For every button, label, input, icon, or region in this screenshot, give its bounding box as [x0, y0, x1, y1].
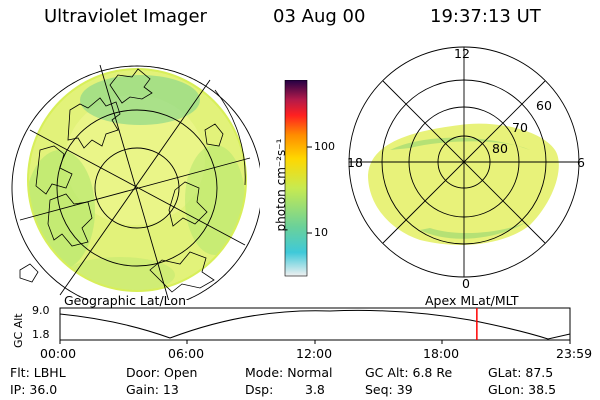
status-seq: Seq: 39: [365, 382, 413, 397]
status-mode: Mode: Normal: [245, 365, 333, 380]
polar-plot: [348, 46, 580, 278]
lat-label-60: 60: [536, 98, 552, 113]
status-dsp-value: 3.8: [305, 382, 325, 397]
status-flt: Flt: LBHL: [10, 365, 66, 380]
geo-grid: [11, 64, 260, 300]
xtick-0600: 06:00: [168, 346, 205, 361]
status-dsp-label: Dsp:: [245, 382, 274, 397]
geographic-map: [11, 64, 260, 300]
geo-caption: Geographic Lat/Lon: [64, 293, 186, 308]
date-label: 03 Aug 00: [273, 6, 366, 27]
status-glon: GLon: 38.5: [488, 382, 557, 397]
time-label: 19:37:13 UT: [430, 6, 541, 27]
lat-label-80: 80: [492, 141, 508, 156]
altitude-ylabel: GC Alt: [12, 313, 25, 348]
lat-label-70: 70: [512, 120, 528, 135]
status-door: Door: Open: [126, 365, 198, 380]
polar-grid: [348, 46, 580, 278]
colorbar-tick-10: 10: [314, 226, 328, 239]
mlt-label-18: 18: [347, 155, 363, 170]
xtick-0000: 00:00: [40, 346, 77, 361]
mlt-label-12: 12: [454, 46, 470, 61]
altitude-ytick-low: 1.8: [32, 328, 50, 341]
polar-auroral-oval: [368, 123, 559, 245]
xtick-2359: 23:59: [556, 346, 593, 361]
colorbar-unit-label: photon cm⁻²s⁻¹: [274, 138, 288, 232]
altitude-ytick-high: 9.0: [32, 304, 50, 317]
status-glat: GLat: 87.5: [488, 365, 554, 380]
altitude-plot: [59, 307, 571, 344]
xtick-1800: 18:00: [423, 346, 460, 361]
altitude-curve: [59, 309, 571, 340]
app-title: Ultraviolet Imager: [44, 6, 207, 27]
xtick-1200: 12:00: [296, 346, 333, 361]
status-ip: IP: 36.0: [10, 382, 58, 397]
mlt-label-0: 0: [462, 276, 470, 291]
colorbar-tick-100: 100: [314, 140, 335, 153]
geo-coastlines: [19, 68, 224, 293]
status-gain: Gain: 13: [126, 382, 179, 397]
mlt-label-6: 6: [577, 155, 585, 170]
polar-caption: Apex MLat/MLT: [425, 293, 519, 308]
status-gc-alt: GC Alt: 6.8 Re: [365, 365, 453, 380]
colorbar: [284, 80, 312, 277]
